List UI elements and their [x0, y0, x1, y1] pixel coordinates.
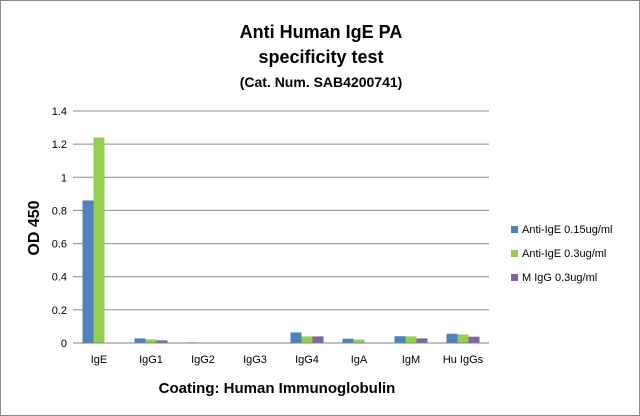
- y-tick-label: 0: [61, 338, 67, 350]
- bar: [416, 338, 428, 343]
- bar: [82, 200, 94, 343]
- x-tick-label: IgG3: [243, 354, 267, 366]
- chart-title: Anti Human IgE PA: [240, 22, 403, 42]
- bar: [290, 332, 302, 343]
- bar: [93, 137, 105, 343]
- bar: [457, 334, 469, 343]
- x-tick-label: IgG2: [191, 354, 215, 366]
- x-tick-label: IgA: [351, 354, 368, 366]
- x-tick-label: IgG4: [295, 354, 319, 366]
- legend-label: Anti-IgE 0.15ug/ml: [522, 224, 613, 236]
- x-tick-label: IgG1: [139, 354, 163, 366]
- y-tick-label: 1: [61, 172, 67, 184]
- bar: [301, 336, 313, 343]
- chart-title-line2: specificity test: [258, 47, 383, 67]
- legend: Anti-IgE 0.15ug/ml Anti-IgE 0.3ug/ml M IgG…: [511, 224, 613, 284]
- x-axis-label: Coating: Human Immunoglobulin: [159, 380, 396, 397]
- y-tick-label: 0.4: [52, 272, 67, 284]
- legend-swatch: [511, 250, 518, 257]
- legend-label: Anti-IgE 0.3ug/ml: [522, 248, 606, 260]
- y-tick-label: 1.2: [52, 139, 67, 151]
- x-axis-ticks: IgE IgG1 IgG2 IgG3 IgG4 IgA IgM Hu IgGs: [91, 354, 484, 366]
- y-tick-label: 0.8: [52, 205, 67, 217]
- x-tick-label: IgM: [402, 354, 420, 366]
- bar: [446, 333, 458, 343]
- y-tick-label: 0.2: [52, 305, 67, 317]
- bar: [134, 338, 146, 343]
- bar: [342, 338, 354, 343]
- chart-subtitle: (Cat. Num. SAB4200741): [240, 74, 403, 90]
- x-tick-label: Hu IgGs: [443, 354, 484, 366]
- bar: [156, 340, 168, 343]
- bar: [405, 336, 417, 343]
- y-tick-label: 1.4: [52, 106, 67, 118]
- gridlines: [73, 110, 489, 311]
- legend-swatch: [511, 226, 518, 233]
- legend-label: M IgG 0.3ug/ml: [522, 272, 597, 284]
- y-axis-ticks: 0 0.2 0.4 0.6 0.8 1 1.2 1.4: [52, 106, 67, 350]
- y-axis-label: OD 450: [26, 200, 43, 255]
- bar: [394, 336, 406, 343]
- bar: [312, 336, 324, 343]
- bars: [82, 137, 480, 344]
- bar: [353, 339, 365, 343]
- legend-swatch: [511, 274, 518, 281]
- bar: [145, 339, 157, 343]
- x-tick-label: IgE: [91, 354, 108, 366]
- y-tick-label: 0.6: [52, 239, 67, 251]
- bar: [468, 336, 480, 343]
